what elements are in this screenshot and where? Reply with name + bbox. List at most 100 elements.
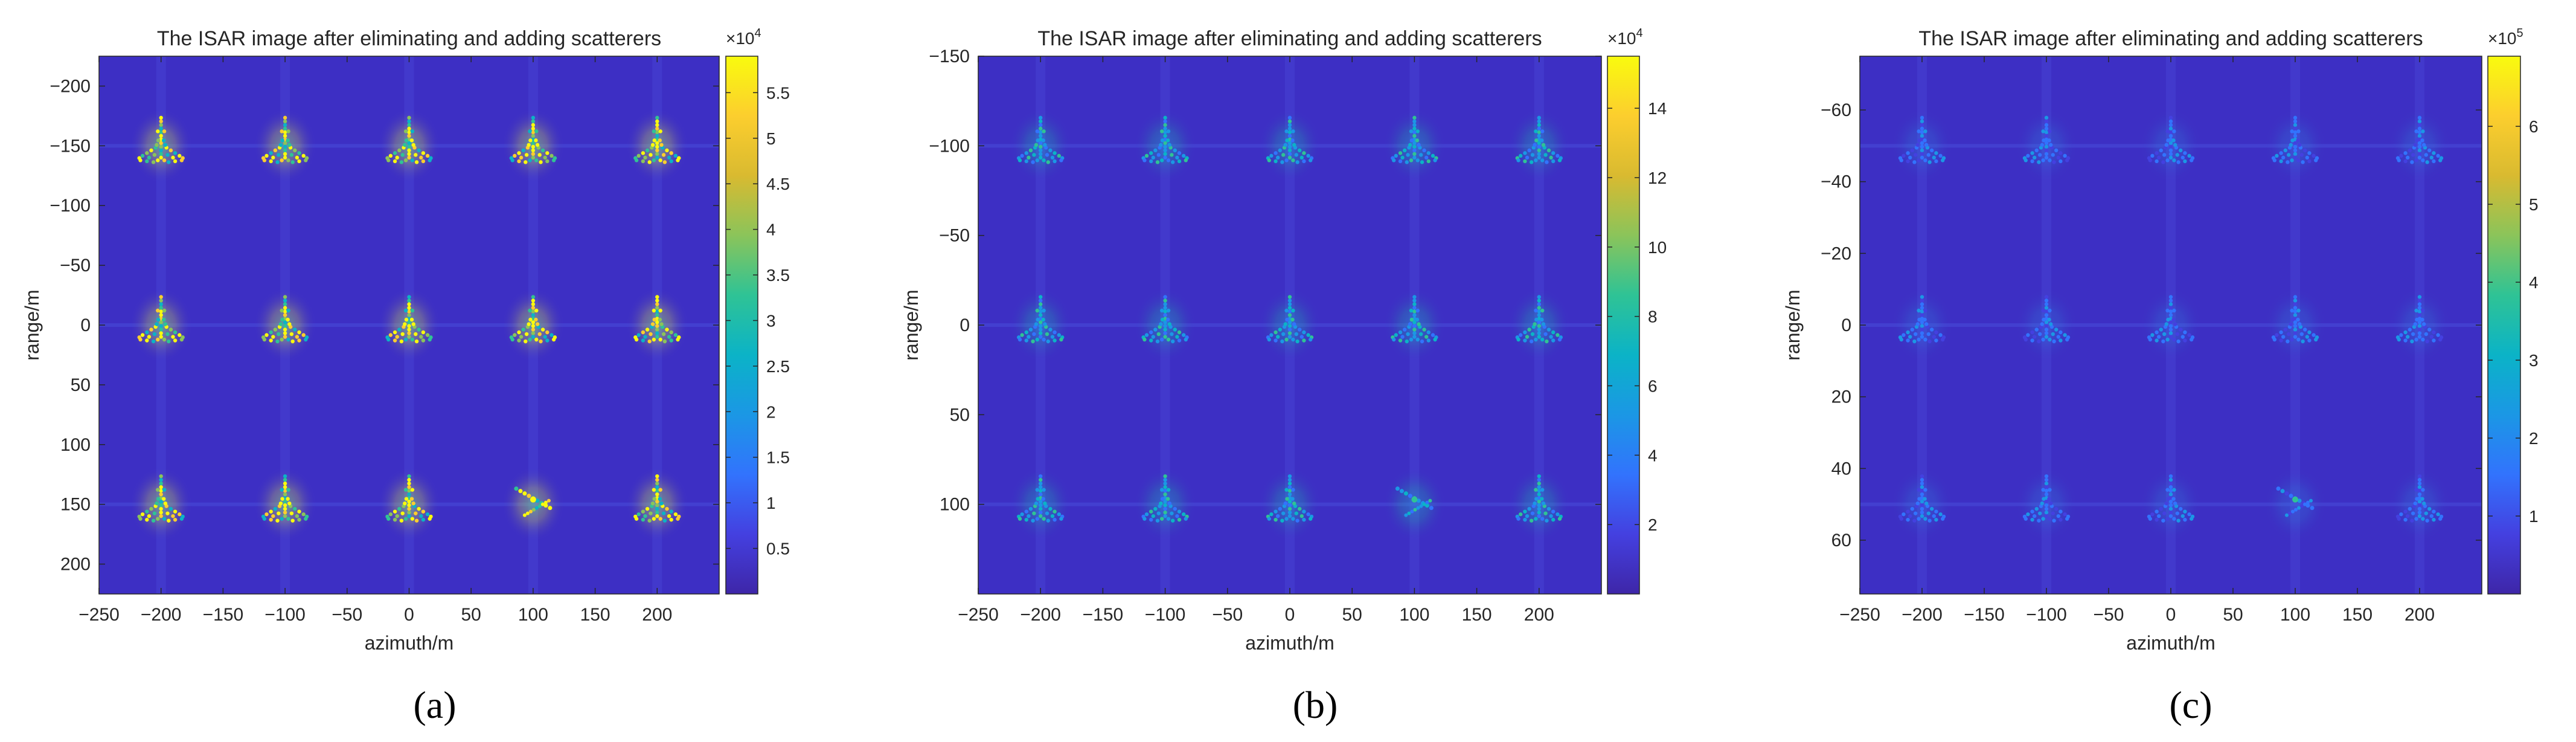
scatterer-dot	[2411, 332, 2415, 337]
scatterer-dot	[1031, 160, 1035, 164]
scatterer-dot	[1537, 130, 1541, 135]
scatterer-dot	[1287, 335, 1292, 339]
scatterer-dot	[1412, 331, 1417, 335]
scatterer-dot	[2314, 158, 2318, 163]
scatterer-dot	[1035, 129, 1040, 134]
scatterer-dot	[2051, 153, 2055, 157]
scatterer-dot	[1412, 130, 1417, 135]
scatterer-dot	[1166, 308, 1171, 313]
colorbar-tick-label: 4	[766, 221, 776, 239]
scatterer-dot	[1408, 143, 1412, 147]
colorbar-tick-label: 4	[1648, 446, 1658, 465]
scatterer-dot	[2044, 295, 2049, 299]
scatterer-dot	[531, 115, 536, 120]
scatterer-dot	[2155, 338, 2159, 343]
scatterer-dot	[2432, 151, 2436, 155]
scatterer-dot	[652, 158, 656, 163]
scatterer-dot	[407, 499, 411, 504]
scatterer-dot	[1934, 330, 1938, 335]
scatterer-dot	[151, 518, 156, 523]
scatterer-dot	[2417, 306, 2422, 310]
y-tick-label: −150	[929, 47, 970, 66]
scatterer-dot	[1163, 134, 1167, 138]
colorbar-tick-label: 1	[766, 494, 776, 512]
scatterer-dot	[392, 517, 397, 522]
scatterer-dot	[262, 337, 267, 342]
scatterer-dot	[1551, 509, 1556, 514]
scatterer-dot	[2417, 324, 2422, 328]
scatterer-dot	[1059, 337, 1063, 342]
scatterer-dot	[1045, 332, 1049, 337]
scatterer-dot	[159, 155, 163, 160]
colorbar-tick-label: 6	[1648, 376, 1658, 395]
scatterer-dot	[159, 477, 163, 482]
scatterer-dot	[1035, 158, 1040, 163]
scatterer-dot	[2037, 518, 2041, 523]
colorbar-exponent-power: 4	[755, 27, 761, 40]
scatterer-dot	[2301, 339, 2305, 344]
scatterer-dot	[1036, 317, 1040, 322]
scatterer-dot	[162, 488, 167, 492]
scatterer-dot	[421, 151, 426, 155]
scatterer-dot	[404, 317, 409, 322]
scatterer-dot	[407, 506, 411, 511]
scatterer-dot	[1516, 337, 1520, 342]
scatterer-dot	[283, 309, 287, 314]
scatterer-dot	[407, 119, 411, 124]
scatterer-dot	[531, 295, 536, 299]
scatterer-dot	[159, 134, 163, 138]
scatterer-dot	[2023, 158, 2028, 163]
scatterer-dot	[1024, 151, 1029, 155]
scatterer-dot	[531, 313, 536, 317]
scatterer-dot	[1902, 153, 1906, 158]
scatterer-dot	[2427, 506, 2432, 511]
scatterer-dot	[1306, 153, 1310, 158]
scatterer-dot	[2150, 512, 2155, 517]
scatterer-dot	[2417, 492, 2422, 497]
scatterer-dot	[2432, 159, 2436, 164]
scatterer-dot	[301, 153, 306, 158]
scatterer-dot	[647, 160, 652, 164]
scatterer-dot	[1545, 160, 1549, 164]
scatterer-dot	[2148, 337, 2152, 342]
scatterer-dot	[1920, 306, 1924, 310]
scatterer-dot	[1412, 327, 1417, 332]
scatterer-dot	[2044, 506, 2049, 511]
scatterer-dot	[1042, 308, 1046, 313]
scatterer-dot	[1534, 517, 1538, 521]
scatterer-dot	[162, 497, 166, 501]
scatterer-dot	[1556, 153, 1560, 158]
scatterer-dot	[2052, 518, 2056, 523]
scatterer-dot	[525, 511, 530, 515]
scatterer-dot	[1160, 158, 1164, 163]
colorbar-scale	[2487, 56, 2521, 595]
scatterer-dot	[400, 332, 405, 337]
scatterer-dot	[1932, 514, 1936, 518]
scatterer-dot	[676, 337, 680, 342]
scatterer-dot	[283, 126, 287, 131]
scatterer-dot	[655, 144, 659, 149]
scatterer-dot	[407, 474, 411, 479]
scatterer-dot	[1291, 129, 1295, 134]
scatterer-dot	[658, 488, 662, 492]
scatterer-dot	[1309, 158, 1313, 163]
scatterer-dot	[2157, 335, 2161, 339]
colorbar-tick-label: 8	[1648, 308, 1658, 326]
scatterer-dot	[1043, 501, 1047, 506]
scatterer-dot	[392, 338, 397, 343]
scatterer-dot	[1287, 141, 1292, 146]
scatterer-dot	[2310, 506, 2315, 511]
scatterer-dot	[295, 335, 300, 339]
scatterer-dot	[411, 501, 415, 506]
scatterer-dot	[386, 337, 391, 342]
scatterer-dot	[286, 129, 290, 134]
scatterer-dot	[283, 474, 287, 479]
scatterer-dot	[407, 492, 411, 497]
scatterer-dot	[287, 322, 292, 326]
target	[1009, 108, 1072, 184]
x-tick-label: −100	[1145, 605, 1186, 625]
scatterer-dot	[1934, 509, 1938, 514]
scatterer-dot	[2293, 115, 2298, 120]
scatterer-dot	[2424, 332, 2428, 337]
scatterer-dot	[1540, 488, 1545, 492]
